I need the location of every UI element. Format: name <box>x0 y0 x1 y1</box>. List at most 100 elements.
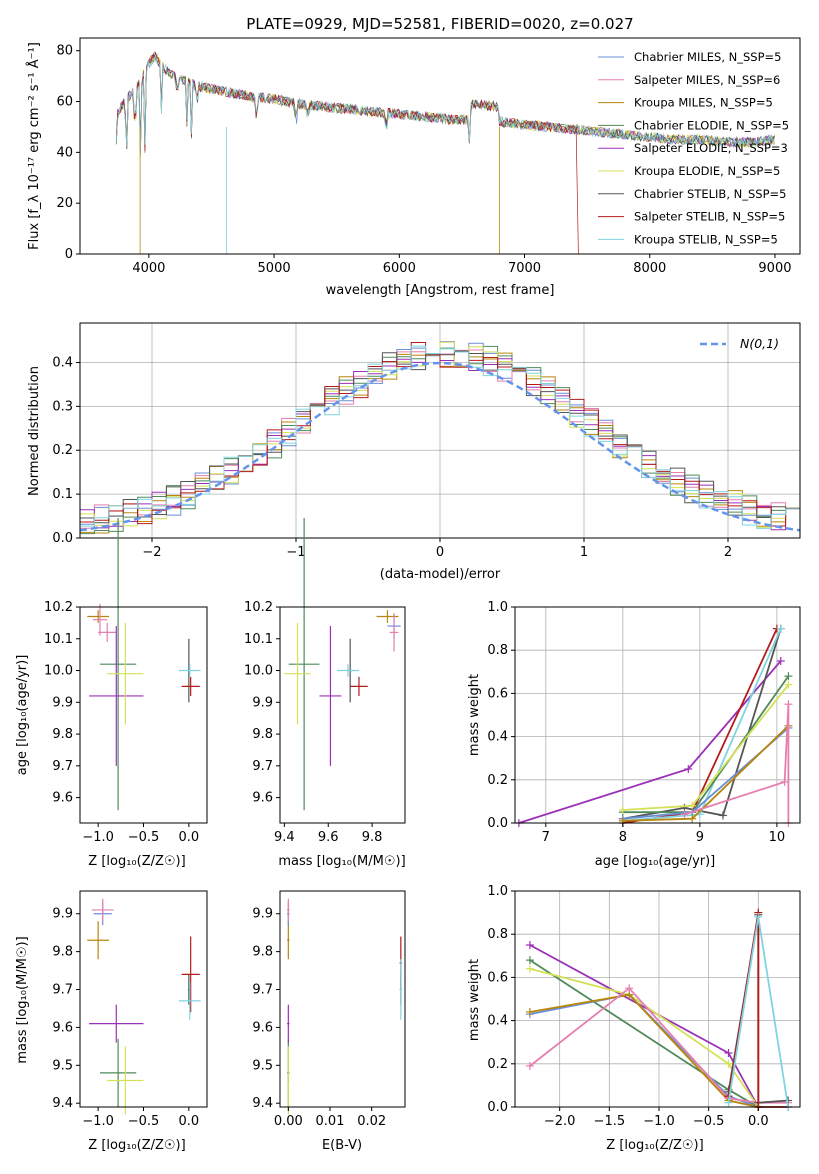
residual-histograms <box>79 341 801 535</box>
residual-xtick-label: 0 <box>436 545 444 560</box>
p3-axes <box>79 606 208 824</box>
residual-ticks: −2 −1 0 1 2 0.0 0.1 0.2 0.3 0.4 <box>52 355 732 560</box>
z-mass-ylabel: mass [log₁₀(M/M☉)] <box>15 936 30 1063</box>
spectrum-legend: Chabrier MILES, N_SSP=5 Salpeter MILES, N… <box>598 50 789 246</box>
z-weight-line-3 <box>529 993 759 1108</box>
p3-ytick-label: 10.2 <box>44 600 73 615</box>
p7-axes <box>279 890 406 1108</box>
p7-marks <box>287 898 403 1115</box>
residual-ytick-label: 0.3 <box>52 399 73 414</box>
p4-axes <box>279 606 406 824</box>
p8-ytick-label: 0.4 <box>487 1014 508 1029</box>
z-weight-line-4 <box>529 993 759 1108</box>
p4-marks <box>284 518 401 811</box>
p8-ytick-label: 1.0 <box>487 884 508 899</box>
gaussian-legend-label: N(0,1) <box>740 336 779 351</box>
p7-ytick-label: 9.6 <box>252 1020 273 1035</box>
p6-xtick-label: −1.0 <box>82 1114 114 1129</box>
residual-panel: −2 −1 0 1 2 0.0 0.1 0.2 0.3 0.4 (data-model)/erro… <box>27 322 801 582</box>
z-age-panel: −1.0 −0.5 0.0 9.6 9.7 9.8 9.9 10.0 10.1 10.2 <box>44 518 208 845</box>
p7-xtick-label: 0.01 <box>316 1114 345 1129</box>
p5-ytick-label: 1.0 <box>487 600 508 615</box>
z-weight-ylabel: mass weight <box>467 959 482 1041</box>
p4-ytick-label: 9.9 <box>252 695 273 710</box>
spectrum-legend-label: Kroupa ELODIE, N_SSP=5 <box>634 164 780 178</box>
p4-xtick-label: 9.4 <box>274 830 295 845</box>
spectrum-ylabel: Flux [f_λ 10⁻¹⁷ erg cm⁻² s⁻¹ Å⁻¹] <box>26 42 42 250</box>
spectrum-ytick-label: 20 <box>56 196 73 211</box>
p8-ytick-label: 0.2 <box>487 1057 508 1072</box>
spectrum-legend-label: Chabrier MILES, N_SSP=5 <box>634 50 781 64</box>
p6-ytick-label: 9.5 <box>52 1058 73 1073</box>
p3-ytick-label: 9.6 <box>52 791 73 806</box>
age-weight-line-1 <box>622 628 782 820</box>
p5-marks <box>514 624 793 827</box>
age-weight-line-8 <box>684 704 790 823</box>
p3-xtick-label: −0.5 <box>128 830 160 845</box>
p7-xtick-label: 0.00 <box>274 1114 303 1129</box>
spectrum-xtick-label: 4000 <box>132 261 165 276</box>
p7-ytick-label: 9.7 <box>252 983 273 998</box>
spectrum-ytick-label: 40 <box>56 145 73 160</box>
spectrum-xtick-label: 5000 <box>258 261 291 276</box>
spectrum-axes <box>79 37 801 255</box>
p6-ytick-label: 9.9 <box>52 907 73 922</box>
spectrum-xtick-label: 6000 <box>383 261 416 276</box>
p3-ytick-label: 10.1 <box>44 632 73 647</box>
residual-xtick-label: 2 <box>724 545 732 560</box>
p6-xtick-label: 0.0 <box>179 1114 200 1129</box>
p8-xtick-label: −1.0 <box>643 1114 675 1129</box>
spectrum-legend-label: Chabrier ELODIE, N_SSP=5 <box>634 118 789 132</box>
p4-xtick-label: 9.6 <box>318 830 339 845</box>
spectrum-ytick-label: 60 <box>56 95 73 110</box>
p7-ytick-label: 9.5 <box>252 1058 273 1073</box>
residual-hist-7 <box>80 342 800 527</box>
ebv-mass-panel: 0.00 0.01 0.02 9.4 9.5 9.6 9.7 9.8 9.9 <box>252 890 406 1129</box>
p7-xtick-label: 0.02 <box>357 1114 386 1129</box>
z-weight-line-2 <box>529 967 760 1108</box>
p6-xtick-label: −0.5 <box>128 1114 160 1129</box>
residual-ytick-label: 0.1 <box>52 487 73 502</box>
spectrum-xtick-label: 8000 <box>633 261 666 276</box>
p8-xtick-label: −2.0 <box>544 1114 576 1129</box>
p8-axes <box>514 890 801 1108</box>
spectrum-xlabel: wavelength [Angstrom, rest frame] <box>326 283 555 298</box>
p3-ytick-label: 9.7 <box>52 759 73 774</box>
spectrum-xtick-label: 9000 <box>758 261 791 276</box>
gaussian-curve <box>79 361 801 532</box>
ebv-mass-xlabel: E(B-V) <box>322 1138 362 1153</box>
p3-ytick-label: 9.9 <box>52 695 73 710</box>
p7-ytick-label: 9.9 <box>252 907 273 922</box>
spectrum-line-2 <box>115 55 775 154</box>
p5-ytick-label: 0.2 <box>487 773 508 788</box>
p8-xtick-label: −0.5 <box>693 1114 725 1129</box>
residual-ytick-label: 0.2 <box>52 443 73 458</box>
p5-ytick-label: 0.8 <box>487 643 508 658</box>
p4-ytick-label: 10.2 <box>244 600 273 615</box>
p4-ytick-label: 9.6 <box>252 791 273 806</box>
z-weight-xlabel: Z [log₁₀(Z/Z☉)] <box>606 1138 703 1153</box>
z-weight-line-0 <box>529 944 760 1108</box>
age-weight-line-7 <box>622 725 790 822</box>
p5-axes <box>514 606 801 824</box>
residual-hist-8 <box>80 345 800 529</box>
spectrum-ytick-label: 0 <box>65 247 73 262</box>
age-weight-line-4 <box>622 675 790 814</box>
spectrum-legend-label: Kroupa STELIB, N_SSP=5 <box>634 232 778 246</box>
mass-age-panel: 9.4 9.6 9.8 9.6 9.7 9.8 9.9 10.0 10.1 10.2 <box>244 518 406 845</box>
p3-ytick-label: 9.8 <box>52 727 73 742</box>
z-mass-panel: −1.0 −0.5 0.0 9.4 9.5 9.6 9.7 9.8 9.9 <box>52 890 208 1129</box>
spectrum-lines <box>115 51 775 255</box>
residual-hist-5 <box>80 341 800 528</box>
p3-xtick-label: −1.0 <box>82 830 114 845</box>
p8-xtick-label: 0.0 <box>748 1114 769 1129</box>
residual-xtick-label: 1 <box>580 545 588 560</box>
spectrum-ytick-label: 80 <box>56 44 73 59</box>
spectrum-title: PLATE=0929, MJD=52581, FIBERID=0020, z=0… <box>246 15 633 33</box>
p4-ytick-label: 10.0 <box>244 664 273 679</box>
p6-marks <box>87 898 201 1115</box>
residual-xtick-label: −1 <box>286 545 305 560</box>
spectrum-legend-label: Salpeter ELODIE, N_SSP=3 <box>634 141 788 155</box>
age-weight-panel: 7 8 9 10 0.0 0.2 0.4 0.6 0.8 1.0 <box>487 600 801 845</box>
